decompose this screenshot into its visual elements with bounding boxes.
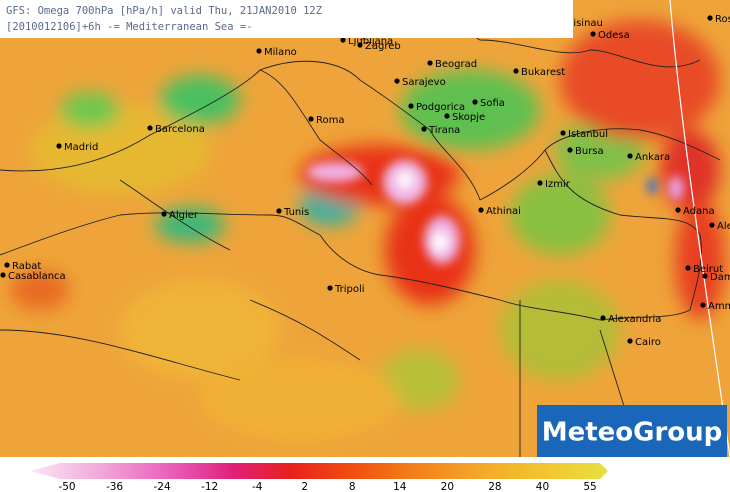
- city-label: Milano: [264, 47, 297, 58]
- city-label: Aleppo: [717, 221, 730, 232]
- city-dot: [56, 143, 62, 149]
- legend-tick-label: 2: [301, 481, 308, 492]
- city-dot: [256, 48, 262, 54]
- city-label: Roma: [316, 115, 345, 126]
- city-label: Ljubljana: [348, 36, 393, 47]
- city-label: Rostov: [715, 14, 730, 25]
- city-dot: [276, 208, 282, 214]
- city-dot: [567, 147, 573, 153]
- city-label: Bursa: [575, 146, 604, 157]
- header-box: [0, 0, 573, 38]
- header-line: GFS: Omega 700hPa [hPa/h] valid Thu, 21J…: [6, 5, 322, 17]
- legend-tick-label: 8: [349, 481, 356, 492]
- field: [0, 0, 730, 457]
- city-label: Chisinau: [560, 18, 603, 29]
- city-dot: [702, 273, 708, 279]
- city-dot: [707, 15, 713, 21]
- city-label: Damascus: [710, 272, 730, 283]
- field-blobs: [10, 20, 725, 440]
- city-label: Algier: [169, 210, 199, 221]
- city-label: Zagreb: [365, 41, 401, 52]
- city-dot: [327, 285, 333, 291]
- city-dot: [709, 222, 715, 228]
- city-label: Sofia: [480, 98, 505, 109]
- city-dot: [4, 262, 10, 268]
- city-dot: [627, 338, 633, 344]
- city-dot: [675, 207, 681, 213]
- legend-tick-label: -4: [252, 481, 263, 492]
- field-peaks: [307, 160, 684, 264]
- city-label: Tirana: [428, 125, 460, 136]
- city-label: Istanbul: [568, 129, 608, 140]
- legend-tick-label: 14: [393, 481, 407, 492]
- city-dot: [408, 103, 414, 109]
- city-label: Beirut: [693, 264, 723, 275]
- city-label: Tripoli: [334, 284, 365, 295]
- legend-tick-label: -12: [201, 481, 218, 492]
- logo-text: MeteoGroup: [542, 418, 723, 448]
- city-dot: [472, 99, 478, 105]
- city-label: Amman: [708, 301, 730, 312]
- city-label: Ankara: [635, 152, 670, 163]
- city-dot: [537, 180, 543, 186]
- city-label: Bukarest: [521, 67, 565, 78]
- legend-tick-label: -50: [58, 481, 75, 492]
- city-label: Alexandria: [608, 314, 661, 325]
- city-dot: [700, 302, 706, 308]
- city-dot: [421, 126, 427, 132]
- legend-tick-label: 20: [441, 481, 454, 492]
- city-dot: [357, 42, 363, 48]
- city-label: Odesa: [598, 30, 630, 41]
- city-label: Athinai: [486, 206, 521, 217]
- city-dot: [478, 207, 484, 213]
- city-label: Cairo: [635, 337, 661, 348]
- legend-tick-label: -24: [154, 481, 171, 492]
- legend-tick-label: 40: [536, 481, 549, 492]
- city-label: Skopje: [452, 112, 485, 123]
- city-dot: [340, 37, 346, 43]
- header-line: [2010012106]+6h -= Mediterranean Sea =-: [6, 21, 253, 33]
- city-dot: [147, 125, 153, 131]
- city-label: Barcelona: [155, 124, 205, 135]
- city-label: Tunis: [283, 207, 309, 218]
- city-dot: [0, 272, 6, 278]
- city-label: Casablanca: [8, 271, 66, 282]
- city-label: Rabat: [12, 261, 41, 272]
- city-dot: [161, 211, 167, 217]
- city-dot: [560, 130, 566, 136]
- city-dot: [394, 78, 400, 84]
- logo: MeteoGroup: [537, 405, 727, 457]
- city-dot: [590, 31, 596, 37]
- city-dot: [308, 116, 314, 122]
- city-label: Adana: [683, 206, 715, 217]
- city-label: Madrid: [64, 142, 98, 153]
- city-label: Podgorica: [416, 102, 465, 113]
- city-dot: [627, 153, 633, 159]
- city-dot: [444, 113, 450, 119]
- city-label: Izmir: [545, 179, 571, 190]
- city-label: Beograd: [435, 59, 477, 70]
- city-dot: [513, 68, 519, 74]
- coastlines: [0, 0, 730, 457]
- city-dot: [600, 315, 606, 321]
- legend-tick-label: 28: [488, 481, 501, 492]
- city-dot: [427, 60, 433, 66]
- city-label: Sarajevo: [402, 77, 446, 88]
- colorbar: [30, 463, 608, 479]
- city-dot: [685, 265, 691, 271]
- legend-tick-label: 55: [583, 481, 596, 492]
- logo-box: [537, 405, 727, 457]
- legend-tick-label: -36: [106, 481, 123, 492]
